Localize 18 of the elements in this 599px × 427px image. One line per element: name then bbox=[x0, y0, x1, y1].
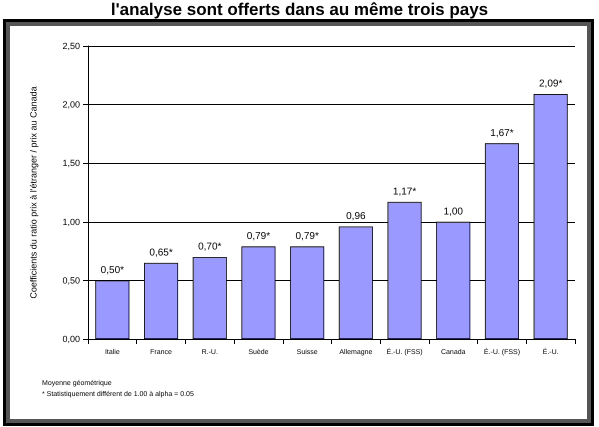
data-label: 2,09* bbox=[538, 78, 562, 90]
y-tick-label: 0,50 bbox=[62, 275, 80, 286]
chart-title: l'analyse sont offerts dans au même trois pays bbox=[110, 0, 490, 20]
data-label: 0,65* bbox=[149, 247, 173, 258]
y-tick-label: 1,00 bbox=[62, 216, 80, 227]
y-tick-label: 2,50 bbox=[62, 41, 80, 51]
data-label: 0,79* bbox=[295, 230, 319, 242]
data-label: 1,00 bbox=[444, 206, 464, 218]
y-tick-label: 0,00 bbox=[62, 334, 80, 344]
y-tick-label: 1,50 bbox=[62, 158, 80, 168]
y-axis-title: Coefficients du ratio prix à l'étranger / prix au Canada bbox=[28, 86, 38, 299]
data-label: 0,50* bbox=[100, 264, 124, 276]
data-label: 1,67* bbox=[490, 128, 514, 139]
data-label: 0,70* bbox=[198, 241, 222, 252]
data-label: 1,17* bbox=[392, 186, 416, 198]
data-label: 0,79* bbox=[246, 230, 270, 242]
data-label: 0,96 bbox=[346, 210, 366, 222]
y-tick-label: 2,00 bbox=[62, 100, 80, 110]
